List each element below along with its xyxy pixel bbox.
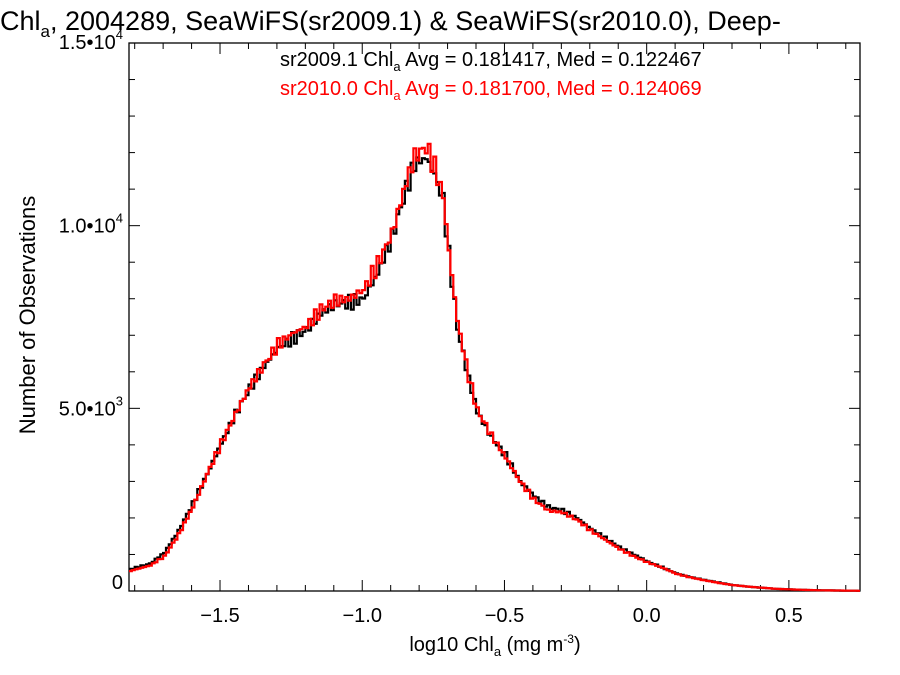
x-tick-label: 0.0 [633, 605, 661, 627]
series-line-sr2010.0 [129, 142, 860, 592]
legend-series-1-sub: a [393, 59, 401, 74]
plot-frame [128, 42, 861, 592]
x-axis-label-post: ) [573, 634, 581, 656]
x-tick-label: −1.0 [342, 605, 381, 627]
y-tick-mantissa: 1.0•10 [59, 216, 116, 238]
legend-series-2-pre: sr2010.0 Chl [280, 78, 394, 100]
legend-series-1: sr2009.1 Chla Avg = 0.181417, Med = 0.12… [280, 49, 702, 78]
y-tick-label: 0 [112, 572, 123, 594]
legend-series-1-pre: sr2009.1 Chl [280, 49, 394, 71]
y-axis-label: Number of Observations [15, 195, 40, 435]
x-tick-label: −1.5 [200, 605, 239, 627]
x-axis-label-mid: (mg m [501, 634, 564, 656]
y-tick-label: 1.0•104 [59, 211, 123, 238]
series-line-sr2009.1 [129, 156, 860, 592]
y-tick-mantissa: 1.5•10 [59, 32, 116, 54]
title-prefix: Chl [0, 6, 41, 36]
y-tick-label: 1.5•104 [59, 27, 123, 54]
y-tick-exponent: 4 [116, 211, 123, 226]
x-axis-label-pre: log10 Chl [409, 634, 494, 656]
legend-series-2-sub: a [393, 88, 401, 103]
series-layer [129, 142, 860, 592]
x-axis-label: log10 Chla (mg m-3) [409, 632, 580, 659]
x-axis-label-sub: a [493, 644, 502, 659]
title-rest: , 2004289, SeaWiFS(sr2009.1) & SeaWiFS(s… [49, 6, 781, 36]
x-tick-label: 0.5 [775, 605, 803, 627]
x-tick-label: −0.5 [485, 605, 524, 627]
y-tick-mantissa: 5.0•10 [59, 398, 116, 420]
y-tick-exponent: 4 [116, 27, 123, 42]
legend-series-2-post: Avg = 0.181700, Med = 0.124069 [400, 78, 702, 100]
y-tick-exponent: 3 [116, 393, 123, 408]
chart-title: Chla, 2004289, SeaWiFS(sr2009.1) & SeaWi… [0, 6, 781, 47]
x-axis-label-sup: -3 [563, 632, 574, 646]
y-tick-label: 5.0•103 [59, 393, 123, 420]
legend-series-2: sr2010.0 Chla Avg = 0.181700, Med = 0.12… [280, 78, 702, 107]
legend-series-1-post: Avg = 0.181417, Med = 0.122467 [400, 49, 702, 71]
y-tick-mantissa: 0 [112, 572, 123, 594]
title-subscript: a [40, 22, 50, 41]
